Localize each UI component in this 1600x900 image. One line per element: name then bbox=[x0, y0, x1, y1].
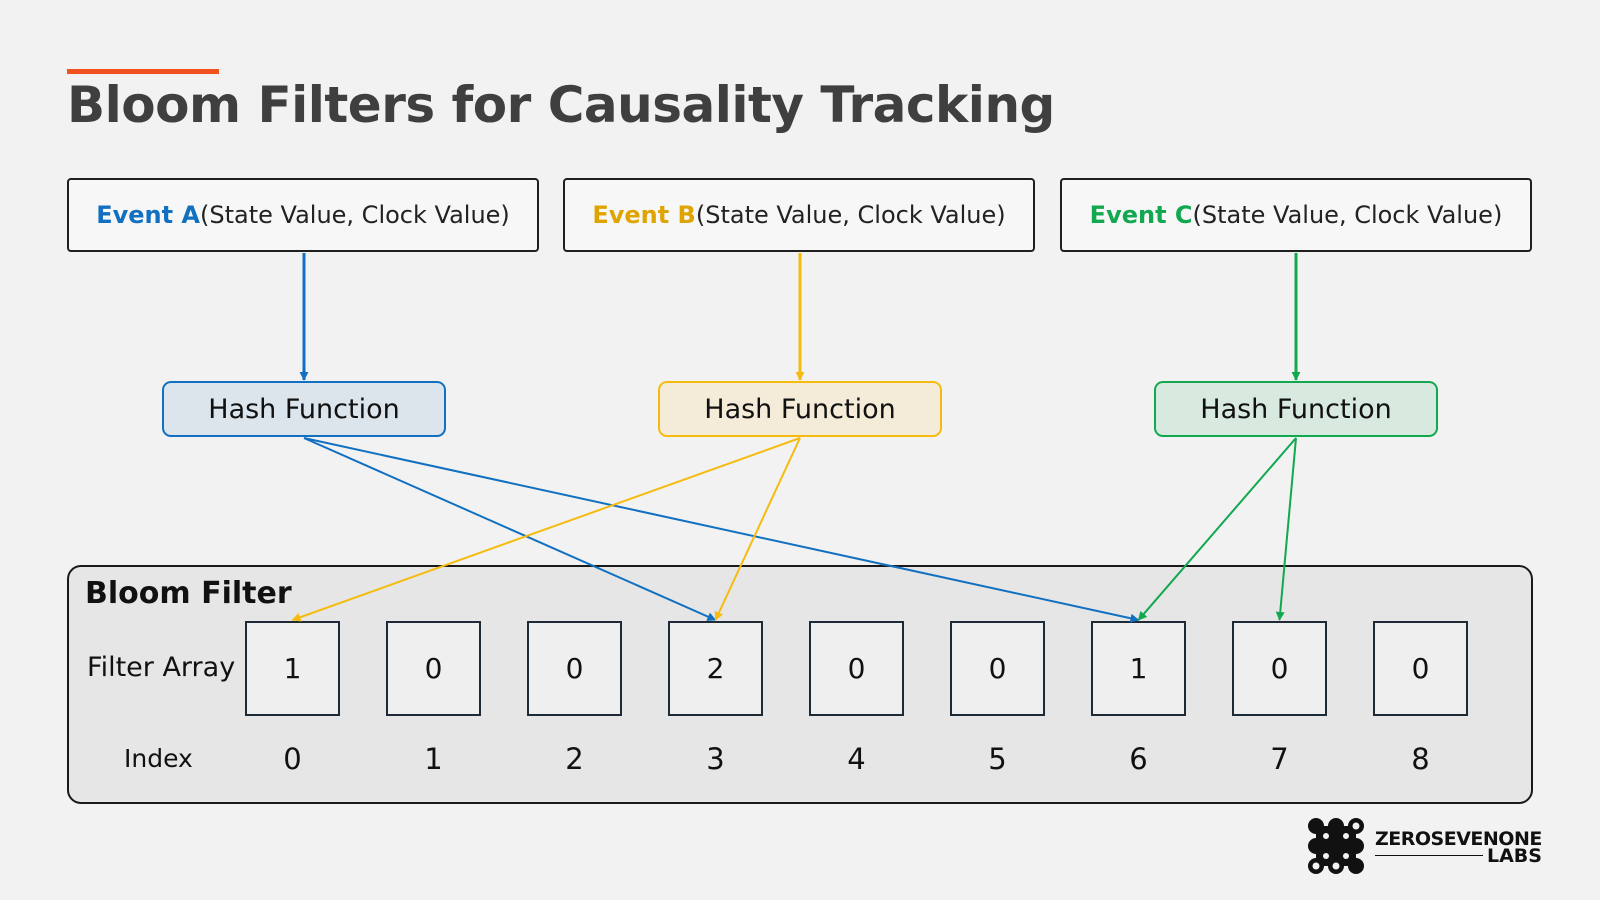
event-c-box: Event C (State Value, Clock Value) bbox=[1060, 178, 1532, 252]
hash-c-to-cell-6-arrow bbox=[1137, 437, 1297, 621]
index-0: 0 bbox=[283, 742, 302, 776]
event-a-params: (State Value, Clock Value) bbox=[200, 201, 510, 229]
hash-b-to-cell-3-arrow bbox=[714, 437, 801, 621]
index-7: 7 bbox=[1270, 742, 1289, 776]
filter-cell-0: 1 bbox=[245, 621, 340, 716]
hash-c-to-cell-7-arrow bbox=[1275, 437, 1297, 621]
page-title: Bloom Filters for Causality Tracking bbox=[67, 76, 1055, 134]
index-4: 4 bbox=[847, 742, 866, 776]
bloom-filter-title: Bloom Filter bbox=[85, 576, 292, 611]
logo-subtext: LABS bbox=[1487, 845, 1542, 867]
event-b-box: Event B (State Value, Clock Value) bbox=[563, 178, 1035, 252]
title-accent-bar bbox=[67, 69, 219, 74]
filter-cell-3: 2 bbox=[668, 621, 763, 716]
filter-cell-4: 0 bbox=[809, 621, 904, 716]
event-b-name: Event B bbox=[592, 201, 696, 229]
index-3: 3 bbox=[706, 742, 725, 776]
filter-array-label: Filter Array bbox=[87, 652, 236, 683]
event-b-params: (State Value, Clock Value) bbox=[695, 201, 1006, 229]
event-a-name: Event A bbox=[96, 201, 200, 229]
index-6: 6 bbox=[1129, 742, 1148, 776]
index-2: 2 bbox=[565, 742, 584, 776]
filter-cell-1: 0 bbox=[386, 621, 481, 716]
logo-divider bbox=[1375, 855, 1483, 856]
logo-wordmark: ZEROSEVENONE bbox=[1375, 828, 1542, 850]
filter-cell-7: 0 bbox=[1232, 621, 1327, 716]
hash-function-a: Hash Function bbox=[162, 381, 446, 437]
filter-cell-8: 0 bbox=[1373, 621, 1468, 716]
hash-b-to-cell-0-arrow bbox=[291, 437, 801, 622]
hash-function-b: Hash Function bbox=[658, 381, 942, 437]
hash-a-to-cell-3-arrow bbox=[303, 437, 717, 621]
hash-function-c: Hash Function bbox=[1154, 381, 1438, 437]
logo-mark-icon bbox=[1308, 818, 1364, 874]
filter-cell-5: 0 bbox=[950, 621, 1045, 716]
hash-a-to-cell-6-arrow bbox=[303, 437, 1140, 623]
index-5: 5 bbox=[988, 742, 1007, 776]
event-c-params: (State Value, Clock Value) bbox=[1192, 201, 1503, 229]
event-c-name: Event C bbox=[1089, 201, 1193, 229]
event-a-box: Event A (State Value, Clock Value) bbox=[67, 178, 539, 252]
index-1: 1 bbox=[424, 742, 443, 776]
index-8: 8 bbox=[1411, 742, 1430, 776]
index-label: Index bbox=[124, 744, 193, 773]
filter-cell-2: 0 bbox=[527, 621, 622, 716]
